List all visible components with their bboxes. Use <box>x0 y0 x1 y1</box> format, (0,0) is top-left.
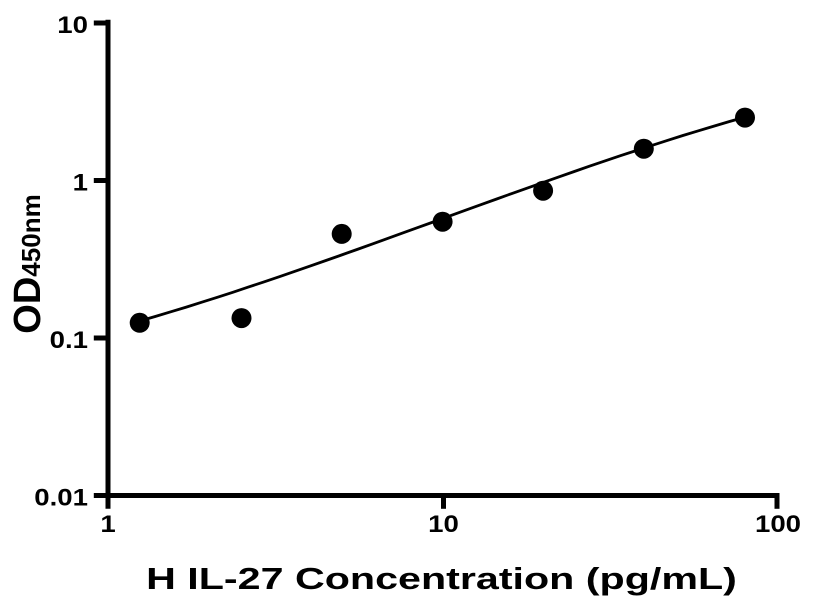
svg-text:1: 1 <box>73 170 88 196</box>
svg-text:10: 10 <box>57 12 88 38</box>
svg-text:0.01: 0.01 <box>34 485 88 511</box>
svg-text:10: 10 <box>428 512 459 538</box>
svg-text:OD450nm: OD450nm <box>7 194 49 333</box>
svg-text:1: 1 <box>100 512 115 538</box>
svg-text:100: 100 <box>755 512 801 538</box>
svg-text:H IL-27 Concentration (pg/mL): H IL-27 Concentration (pg/mL) <box>146 561 737 596</box>
svg-text:0.1: 0.1 <box>50 327 88 353</box>
